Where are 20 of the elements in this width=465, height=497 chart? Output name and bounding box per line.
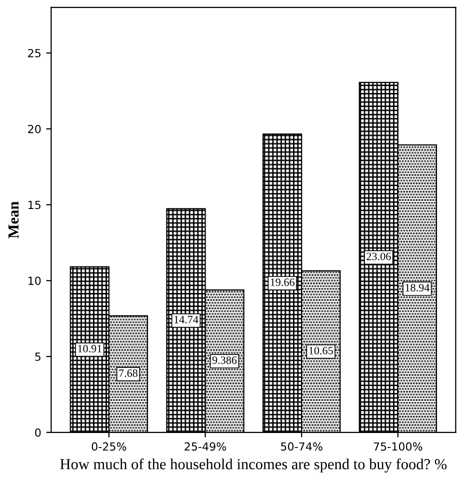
- y-tick-label: 25: [28, 48, 40, 58]
- data-label: 18.94: [406, 284, 430, 292]
- x-tick-label: 75-100%: [374, 442, 422, 451]
- x-tick-label: 50-74%: [281, 442, 322, 451]
- data-label: 19.66: [270, 278, 294, 286]
- y-tick-label: 0: [35, 428, 41, 437]
- y-axis-title: Mean: [8, 201, 19, 238]
- data-label: 10.91: [78, 344, 102, 352]
- x-axis-title: How much of the household incomes are spend to buy food? %: [60, 458, 447, 472]
- data-label: 9.386: [212, 356, 237, 364]
- y-tick-label: 20: [28, 124, 41, 134]
- y-tick-label: 5: [35, 352, 40, 361]
- x-tick-label: 0-25%: [92, 442, 126, 451]
- data-label: 14.74: [174, 316, 198, 324]
- data-label: 23.06: [366, 252, 391, 260]
- data-label: 7.68: [119, 369, 138, 377]
- data-label: 10.65: [309, 346, 333, 354]
- y-tick-label: 15: [28, 200, 40, 210]
- y-tick-label: 10: [28, 276, 41, 286]
- x-tick-label: 25-49%: [184, 442, 226, 451]
